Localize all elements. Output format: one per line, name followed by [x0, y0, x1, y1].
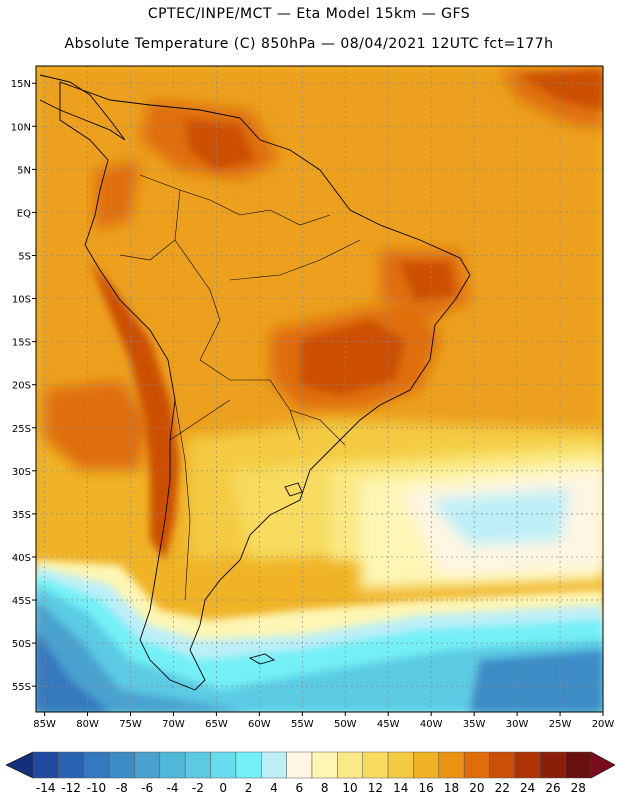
colorbar-swatch	[32, 751, 59, 779]
lat-label: 10S	[12, 295, 31, 306]
latitude-labels: 15N 10N 5N EQ 5S 10S 15S 20S 25S 30S 35S 40S 45S 50S 5…	[11, 79, 36, 693]
colorbar-swatch	[489, 751, 516, 779]
colorbar: -14 -12 -10 -8 -6 -4 -2 0 2 4 6 8 10 12 14 16 18 20 22 24 26…	[5, 751, 616, 795]
colorbar-swatch	[210, 751, 237, 779]
lat-label: 40S	[12, 553, 31, 564]
colorbar-label: 18	[444, 781, 459, 795]
lon-label: 45W	[377, 719, 400, 730]
lat-label: 5N	[17, 165, 31, 176]
lat-label: 50S	[12, 639, 31, 650]
coastlines	[39, 74, 471, 691]
temperature-field	[36, 66, 603, 712]
colorbar-swatch	[311, 751, 338, 779]
lon-label: 70W	[162, 719, 185, 730]
colorbar-label: -14	[36, 781, 56, 795]
colorbar-label: 28	[571, 781, 586, 795]
map-frame	[35, 65, 604, 713]
lat-label: 35S	[12, 510, 31, 521]
colorbar-label: -4	[167, 781, 179, 795]
colorbar-label: 16	[418, 781, 433, 795]
lon-label: 25W	[549, 719, 572, 730]
colorbar-label: 4	[270, 781, 278, 795]
lat-label: 55S	[12, 682, 31, 693]
colorbar-label: -12	[61, 781, 81, 795]
colorbar-swatch	[540, 751, 566, 779]
falklands	[248, 653, 276, 665]
colorbar-swatch	[337, 751, 363, 779]
colorbar-swatch	[362, 751, 389, 779]
colorbar-swatch	[58, 751, 84, 779]
lon-label: 65W	[205, 719, 228, 730]
lat-label: 5S	[18, 251, 31, 262]
colorbar-swatch	[387, 751, 414, 779]
lon-label: 80W	[76, 719, 99, 730]
title-line-1: CPTEC/INPE/MCT — Eta Model 15km — GFS	[147, 6, 471, 22]
colorbar-swatch	[463, 751, 490, 779]
lat-label: 10N	[11, 122, 31, 133]
colorbar-swatch	[565, 751, 592, 779]
colorbar-label: -2	[192, 781, 204, 795]
colorbar-under-arrow	[5, 751, 34, 779]
lon-label: 30W	[506, 719, 529, 730]
title-line-2: Absolute Temperature (C) 850hPa — 08/04/…	[64, 36, 554, 52]
lat-label: 20S	[12, 381, 31, 392]
colorbar-swatch	[184, 751, 211, 779]
colorbar-label: -8	[116, 781, 128, 795]
colorbar-swatch	[286, 751, 313, 779]
colorbar-label: 0	[219, 781, 227, 795]
longitude-labels: 85W 80W 75W 70W 65W 60W 55W 50W 45W 40W 35W 30W 25W 2…	[33, 712, 614, 730]
lat-label: 25S	[12, 424, 31, 435]
colorbar-swatch	[261, 751, 287, 779]
colorbar-swatch	[159, 751, 186, 779]
colorbar-label: 20	[469, 781, 484, 795]
lat-label: EQ	[17, 208, 31, 219]
colorbar-label: 24	[520, 781, 535, 795]
lon-label: 55W	[291, 719, 314, 730]
colorbar-label: 26	[545, 781, 560, 795]
colorbar-over-arrow	[590, 751, 616, 779]
colorbar-swatch	[235, 751, 262, 779]
colorbar-swatch	[83, 751, 110, 779]
colorbar-label: 6	[295, 781, 303, 795]
colorbar-label: 8	[321, 781, 329, 795]
lon-label: 75W	[119, 719, 142, 730]
country-borders	[119, 174, 361, 601]
lat-label: 30S	[12, 467, 31, 478]
lon-label: 20W	[592, 719, 615, 730]
colorbar-label: 2	[245, 781, 253, 795]
colorbar-swatch	[413, 751, 440, 779]
colorbar-swatch	[514, 751, 541, 779]
colorbar-label: 14	[393, 781, 408, 795]
central-america-coastline	[39, 74, 126, 141]
lon-label: 60W	[248, 719, 271, 730]
colorbar-label: 10	[342, 781, 357, 795]
lat-label: 45S	[12, 596, 31, 607]
colorbar-label: -6	[141, 781, 153, 795]
lon-label: 35W	[463, 719, 486, 730]
colorbar-swatch	[134, 751, 161, 779]
colorbar-swatch	[438, 751, 465, 779]
colorbar-label: 12	[368, 781, 383, 795]
south-america-coastline	[59, 81, 471, 691]
lon-label: 50W	[334, 719, 357, 730]
colorbar-label: 22	[495, 781, 510, 795]
lon-label: 40W	[420, 719, 443, 730]
uruguay-lake	[284, 482, 303, 497]
lon-label: 85W	[33, 719, 56, 730]
colorbar-swatch	[108, 751, 135, 779]
lat-label: 15N	[11, 79, 31, 90]
lat-label: 15S	[12, 338, 31, 349]
colorbar-label: -10	[87, 781, 107, 795]
